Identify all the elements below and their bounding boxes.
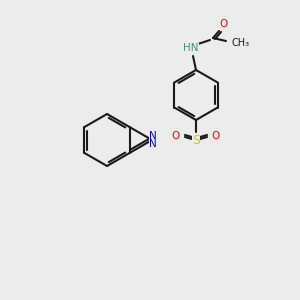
Text: N: N [149,139,157,149]
Text: CH₃: CH₃ [232,38,250,48]
Text: N: N [149,131,157,141]
Text: O: O [212,131,220,141]
Text: S: S [192,134,200,146]
Text: HN: HN [183,43,199,53]
Text: O: O [219,19,227,29]
Text: O: O [172,131,180,141]
